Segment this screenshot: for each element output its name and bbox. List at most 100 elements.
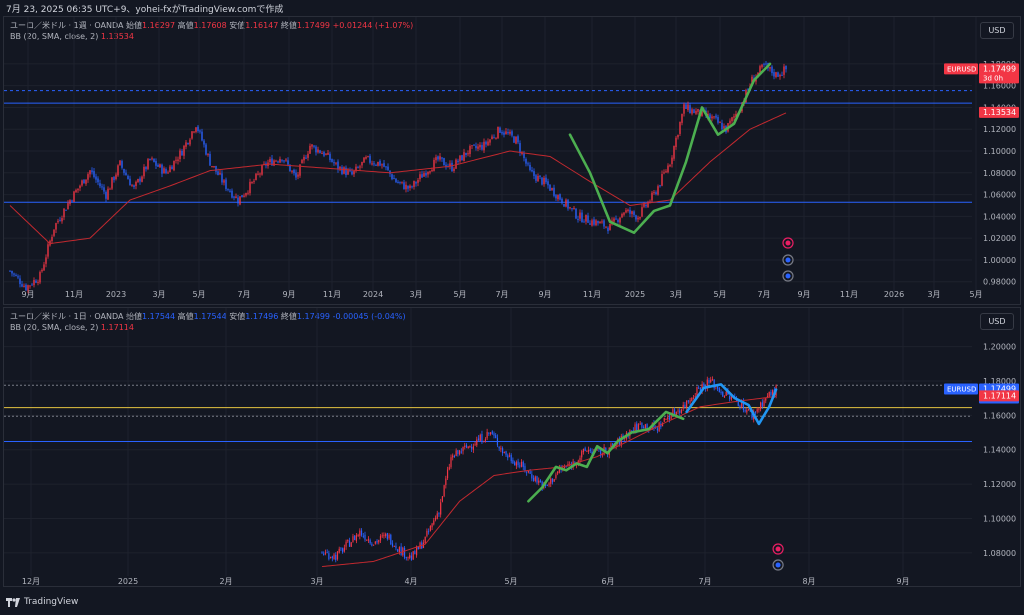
candle-body [520, 461, 523, 467]
candle-body [515, 136, 517, 144]
candle-body [605, 226, 607, 228]
candle-body [684, 404, 686, 408]
weekly-chart-panel[interactable]: ユーロ／米ドル · 1週 · OANDA 始値1.16297 高値1.17608… [3, 16, 1021, 305]
candle-body [763, 63, 765, 65]
candle-body [746, 409, 748, 413]
candle-body [589, 449, 591, 451]
candle-body [111, 177, 113, 189]
candle-body [403, 182, 405, 190]
candle-body [538, 480, 540, 483]
candle-body [479, 144, 481, 148]
daily-chart-panel[interactable]: ユーロ／米ドル · 1日 · OANDA 始値1.17544 高値1.17544… [3, 307, 1021, 587]
candle-body [729, 120, 731, 124]
candle-body [474, 444, 476, 446]
candle-body [185, 142, 187, 147]
weekly-chart-canvas[interactable]: 1.180001.160001.140001.120001.100001.080… [4, 17, 1021, 305]
candle-body [429, 526, 431, 531]
candle-body [173, 160, 175, 171]
candle-body [366, 539, 368, 541]
candle-body [359, 166, 361, 168]
candle-body [397, 549, 399, 552]
candle-body [361, 161, 363, 166]
candle-body [455, 450, 457, 456]
candle-body [426, 530, 428, 537]
candle-body [349, 170, 351, 172]
candle-body [609, 223, 611, 231]
candle-body [385, 534, 387, 536]
candle-body [683, 104, 685, 114]
candle-body [350, 542, 352, 547]
candle-body [663, 417, 665, 422]
candle-body [123, 168, 125, 173]
daily-currency-button[interactable]: USD [980, 313, 1014, 330]
candle-body [107, 188, 109, 200]
daily-chart-canvas[interactable]: 1.20000 1.18000 1.16000 1.14000 1.12000 1.100… [4, 308, 1021, 587]
candle-body [599, 221, 601, 224]
candle-body [507, 132, 509, 134]
candle-body [641, 207, 643, 217]
candle-body [507, 455, 509, 458]
candle-body [177, 159, 179, 161]
candle-body [469, 146, 471, 155]
green-trend-drawing[interactable] [568, 62, 772, 235]
green-trend-drawing[interactable] [527, 410, 685, 503]
candle-body [131, 185, 133, 187]
weekly-currency-button[interactable]: USD [980, 22, 1014, 39]
candle-body [484, 439, 487, 442]
candle-body [181, 150, 183, 156]
candle-body [395, 545, 397, 549]
candle-body [661, 173, 663, 186]
candle-body [486, 431, 488, 439]
candle-body [489, 432, 492, 435]
candle-body [217, 171, 219, 176]
candle-body [91, 170, 93, 173]
candle-body [545, 177, 547, 183]
candle-body [497, 126, 499, 139]
candle-body [695, 110, 697, 114]
candle-body [511, 131, 513, 136]
candle-body [565, 199, 567, 207]
candle-body [277, 161, 279, 163]
candle-body [199, 130, 201, 132]
candle-body [701, 110, 703, 117]
candle-body [681, 113, 683, 123]
candle-body [563, 466, 566, 468]
x-tick-label: 11月 [65, 290, 83, 299]
candle-body [351, 171, 353, 175]
candle-body [410, 555, 413, 561]
x-tick-label: 3月 [152, 290, 165, 299]
candle-body [634, 424, 636, 433]
candle-body [121, 161, 123, 168]
candle-body [345, 541, 347, 547]
candle-body [65, 209, 67, 211]
x-tick-label: 3月 [409, 290, 422, 299]
blue-trend-drawing[interactable] [685, 383, 778, 426]
x-tick-label: 11月 [840, 290, 858, 299]
candle-body [471, 447, 473, 449]
candle-body [79, 185, 81, 188]
candle-body [513, 136, 515, 143]
candle-body [663, 172, 665, 174]
candle-body [769, 67, 771, 69]
candle-body [529, 164, 531, 171]
candle-body [521, 152, 523, 155]
candle-body [129, 178, 131, 186]
candle-body [716, 385, 719, 389]
candle-body [575, 208, 577, 219]
candle-body [485, 141, 487, 145]
candle-body [155, 161, 157, 166]
candle-body [401, 181, 403, 183]
candle-body [722, 391, 724, 397]
x-tick-label: 3月 [310, 577, 323, 586]
candle-body [467, 153, 469, 155]
candle-body [51, 236, 53, 242]
candle-body [455, 159, 457, 169]
candle-body [441, 157, 443, 159]
daily-legend-bb: BB (20, SMA, close, 2) 1.17114 [10, 323, 134, 332]
candle-body [341, 167, 343, 174]
candle-body [127, 175, 129, 180]
candle-body [613, 218, 615, 222]
candle-body [646, 423, 648, 430]
x-tick-label: 9月 [21, 290, 34, 299]
candle-body [77, 188, 79, 191]
